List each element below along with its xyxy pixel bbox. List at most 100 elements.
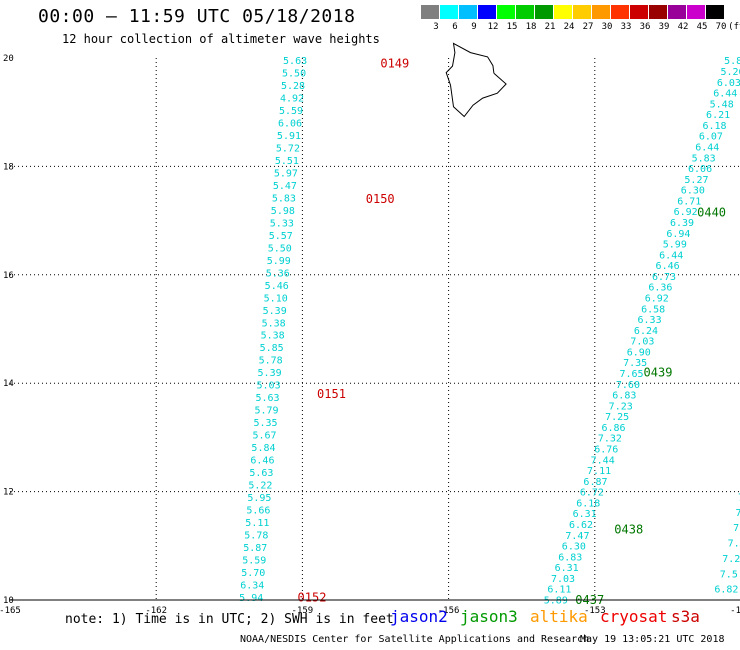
wave-height-value: 6.06	[688, 164, 712, 175]
wave-height-value: 5.63	[256, 393, 280, 404]
wave-height-value: 6.92	[645, 293, 669, 304]
wave-height-value: 6.07	[699, 132, 723, 143]
wave-height-value: 6.44	[659, 250, 683, 261]
legend-label: 6	[452, 22, 458, 32]
wave-height-value: 5.97	[274, 169, 298, 180]
wave-height-value: 6.62	[569, 520, 593, 531]
wave-height-value: 7.03	[551, 574, 575, 585]
wave-height-value: 6.46	[250, 456, 274, 467]
legend-swatch	[459, 5, 477, 19]
satellite-s3a: s3a	[671, 607, 700, 626]
wave-height-value: 5.79	[254, 406, 278, 417]
pass-label: 0438	[614, 523, 643, 537]
satellite-jason2: jason2	[390, 607, 448, 626]
wave-height-value: 5.26	[720, 67, 740, 78]
wave-height-value: 4.92	[280, 94, 304, 105]
wave-height-value: 5.59	[279, 106, 303, 117]
wave-height-value: 7.2	[722, 554, 740, 565]
wave-height-value: 6.36	[648, 283, 672, 294]
x-tick-label: -165	[0, 606, 21, 616]
wave-height-value: 5.28	[281, 81, 305, 92]
wave-height-value: 7.5	[720, 569, 738, 580]
wave-height-value: 6.11	[547, 585, 571, 596]
wave-height-value: 5.48	[710, 99, 734, 110]
y-tick-label: 16	[3, 271, 14, 281]
wave-height-value: 7	[738, 493, 740, 504]
wave-height-value: 5.83	[272, 193, 296, 204]
wave-height-value: 5.98	[271, 206, 295, 217]
wave-height-value: 5.95	[247, 493, 271, 504]
legend-swatch	[421, 5, 439, 19]
map-axes: -165 -162 -159 -156 -153 -150 10 12 14 16 18 20	[0, 54, 740, 616]
wave-height-value: 5.67	[252, 431, 276, 442]
wave-height-value: 7	[733, 523, 739, 534]
legend-swatch	[535, 5, 553, 19]
wave-height-value: 6.44	[713, 89, 737, 100]
page-subtitle: 12 hour collection of altimeter wave hei…	[62, 32, 380, 46]
wave-height-value: 6.72	[580, 488, 604, 499]
wave-height-value: 5.63	[249, 468, 273, 479]
wave-height-value: 5.50	[282, 69, 306, 80]
wave-height-value: 6.33	[638, 315, 662, 326]
wave-height-value: 5.47	[273, 181, 297, 192]
wave-height-value: 5.35	[253, 418, 277, 429]
wave-height-value: 5.78	[244, 530, 268, 541]
wave-height-value: 7.25	[605, 412, 629, 423]
wave-height-value: 5.36	[266, 268, 290, 279]
wave-height-value: 5.85	[260, 343, 284, 354]
wave-height-value: 6.03	[717, 78, 740, 89]
wave-height-value: 5.91	[277, 131, 301, 142]
wave-height-value: 6.31	[573, 509, 597, 520]
wave-height-value: 5.33	[270, 218, 294, 229]
wave-height-value: 6.83	[558, 552, 582, 563]
wave-height-value: 5.38	[261, 331, 285, 342]
legend-swatch	[592, 5, 610, 19]
satellite-jason3: jason3	[460, 607, 518, 626]
wave-height-value: 7.35	[623, 358, 647, 369]
footer-note: note: 1) Time is in UTC; 2) SWH is in fe…	[65, 612, 394, 627]
wave-height-value: 5.84	[251, 443, 275, 454]
x-tick-label: -159	[292, 606, 314, 616]
legend-label: 18	[525, 22, 537, 32]
y-tick-label: 14	[3, 379, 14, 389]
legend-label: 30	[601, 22, 613, 32]
legend-swatch	[668, 5, 686, 19]
footer-timestamp: May 19 13:05:21 UTC 2018	[580, 634, 725, 645]
pass-label: 0152	[298, 590, 327, 604]
wave-height-value: 6.46	[656, 261, 680, 272]
legend-label: 24	[563, 22, 575, 32]
wave-height-value: 6.21	[706, 110, 730, 121]
wave-height-value: 5.87	[243, 543, 267, 554]
map-grid	[10, 58, 740, 600]
legend-label: 21	[544, 22, 556, 32]
wave-height-value: 6.90	[627, 347, 651, 358]
wave-height-value: 7.44	[591, 455, 615, 466]
pass-label: 0150	[366, 192, 395, 206]
y-tick-label: 20	[3, 54, 14, 64]
wave-height-value: 6.71	[677, 196, 701, 207]
pass-label: 0440	[697, 205, 726, 219]
wave-height-value: 6.82	[714, 585, 738, 596]
wave-height-value: 6.24	[634, 326, 658, 337]
wave-height-value: 5.89	[544, 596, 568, 607]
wave-height-value: 6.30	[681, 186, 705, 197]
x-tick-label: -153	[584, 606, 606, 616]
wave-height-value: 5.78	[259, 356, 283, 367]
pass-label: 0151	[317, 387, 346, 401]
y-tick-label: 18	[3, 162, 14, 172]
wave-height-value: 6.94	[666, 229, 690, 240]
wave-height-value: 5.39	[263, 306, 287, 317]
wave-height-value: 5.99	[267, 256, 291, 267]
y-tick-label: 10	[3, 596, 14, 606]
wave-height-value: 5.50	[268, 243, 292, 254]
legend-label: 27	[582, 22, 594, 32]
wave-height-value: 5.70	[241, 568, 265, 579]
wave-height-value: 6.06	[278, 119, 302, 130]
legend-label: 39	[658, 22, 670, 32]
wave-height-value: 5.94	[239, 593, 263, 604]
legend-label: 45	[696, 22, 708, 32]
legend-swatch	[630, 5, 648, 19]
wave-height-value: 5.38	[262, 318, 286, 329]
wave-height-value: 7.03	[630, 337, 654, 348]
